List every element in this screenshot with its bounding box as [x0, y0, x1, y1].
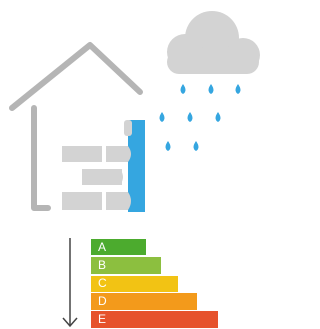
rating-label: E — [98, 312, 106, 326]
raindrops — [160, 84, 241, 151]
rating-bar — [91, 293, 197, 310]
energy-scale: A B C D E — [91, 239, 218, 328]
cloud — [167, 11, 260, 74]
energy-diagram: A B C D E — [0, 0, 265, 329]
rating-bar — [91, 311, 218, 328]
rating-label: A — [98, 240, 106, 254]
rating-label: B — [98, 258, 106, 272]
rating-label: D — [98, 294, 107, 308]
down-arrow — [63, 238, 77, 326]
rating-label: C — [98, 276, 107, 290]
bricks — [62, 146, 128, 210]
